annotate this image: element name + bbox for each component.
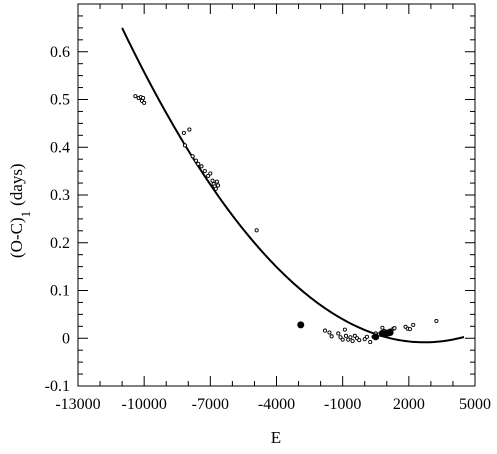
y-tick-label: 0.3 xyxy=(50,187,70,204)
fit-curve xyxy=(121,27,465,344)
data-point-filled xyxy=(372,333,380,341)
data-point-open xyxy=(141,96,146,101)
data-point-filled xyxy=(297,321,305,329)
data-point-open xyxy=(346,337,351,342)
x-tick-label: -4000 xyxy=(258,396,295,413)
data-point-open xyxy=(327,330,332,335)
axis-tick-labels: -13000 -10000 -7000 -4000 -1000 2000 5000 -0.1 0… xyxy=(45,44,491,413)
data-point-open xyxy=(187,127,192,132)
data-point-open xyxy=(411,322,416,327)
data-point-open xyxy=(343,333,349,338)
y-tick-label: -0.1 xyxy=(45,378,70,395)
data-point-open xyxy=(182,143,188,148)
data-point-open xyxy=(348,335,353,340)
x-tick-label: -13000 xyxy=(55,396,100,413)
y-tick-label: 0.4 xyxy=(50,139,70,156)
data-point-open xyxy=(340,337,345,342)
y-tick-label: 0.2 xyxy=(50,235,70,252)
data-point-open xyxy=(362,337,367,342)
data-point-open xyxy=(190,154,195,159)
data-point-open xyxy=(208,171,213,176)
x-tick-label: 2000 xyxy=(393,396,425,413)
data-point-open xyxy=(368,340,373,345)
y-axis-title-main: (O-C) xyxy=(7,217,26,258)
data-point-open xyxy=(350,339,355,344)
data-point-open xyxy=(434,319,439,324)
x-axis-title: E xyxy=(271,428,281,447)
data-point-open xyxy=(329,334,334,339)
y-tick-label: 0.5 xyxy=(50,92,70,109)
data-point-open xyxy=(357,338,362,343)
data-point-open xyxy=(202,169,207,174)
y-tick-label: 0.6 xyxy=(50,44,70,61)
data-point-open xyxy=(364,334,369,339)
data-point-open xyxy=(213,186,218,191)
data-point-open xyxy=(210,178,215,183)
x-tick-label: 5000 xyxy=(459,396,491,413)
x-tick-label: -1000 xyxy=(324,396,361,413)
data-point-filled xyxy=(386,329,394,337)
data-point-open xyxy=(392,326,397,331)
data-point-open xyxy=(336,331,341,336)
data-point-open xyxy=(322,328,328,333)
y-axis-title: (O-C)1 (days) xyxy=(7,163,33,258)
axis-ticks xyxy=(77,4,476,387)
data-point-open xyxy=(342,327,347,332)
data-point-open xyxy=(181,130,186,135)
data-point-open xyxy=(254,228,259,233)
y-tick-label: 0 xyxy=(62,330,70,347)
x-tick-label: -10000 xyxy=(122,396,167,413)
y-tick-label: 0.1 xyxy=(50,283,70,300)
y-axis-title-group: (O-C)1 (days) xyxy=(7,163,33,258)
data-point-open xyxy=(338,335,343,340)
data-point-open xyxy=(206,173,211,178)
data-point-open xyxy=(133,94,138,99)
data-point-open xyxy=(142,100,147,105)
data-point-open xyxy=(199,164,204,169)
fit-curve-group xyxy=(121,27,465,344)
data-point-open xyxy=(380,325,385,330)
data-point-open xyxy=(216,183,221,188)
data-point-open xyxy=(352,333,357,338)
y-axis-title-subscript: 1 xyxy=(18,211,33,218)
x-tick-label: -7000 xyxy=(192,396,229,413)
data-point-open xyxy=(214,179,219,184)
data-points xyxy=(133,94,439,345)
y-axis-title-unit: (days) xyxy=(7,163,26,205)
data-point-open xyxy=(196,161,201,167)
data-point-open xyxy=(193,158,199,163)
data-point-open xyxy=(407,327,412,332)
